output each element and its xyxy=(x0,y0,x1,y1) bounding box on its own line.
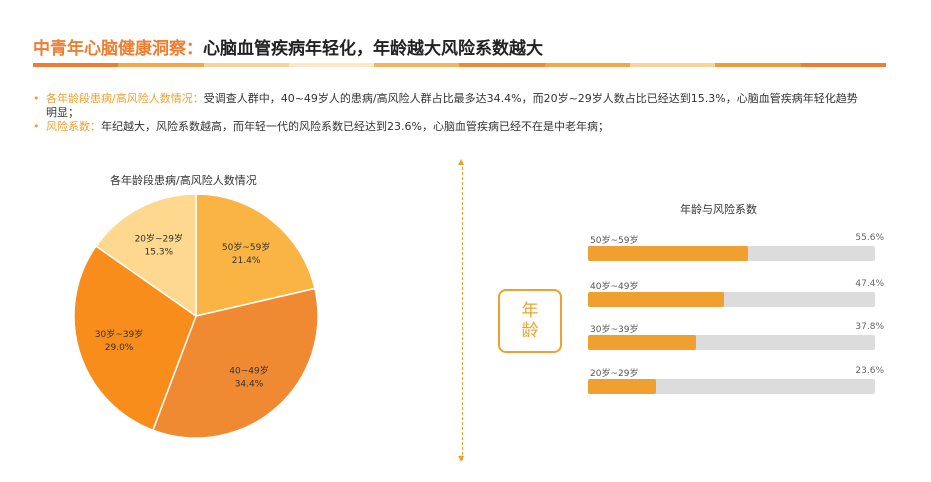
bullet-body: 各年龄段患病/高风险人数情况：受调查人群中，40~49岁人的患病/高风险人群占比… xyxy=(46,92,863,120)
bar-category-label: 50岁~59岁 xyxy=(590,236,639,246)
bar-track xyxy=(588,335,875,350)
bullet-item: • 风险系数：年纪越大，风险系数越高，而年轻一代的风险系数已经达到23.6%，心… xyxy=(33,120,863,134)
pie-slice xyxy=(195,193,316,317)
bar-value-label: 55.6% xyxy=(855,233,884,243)
bar-fill xyxy=(588,246,748,261)
page-title-main: 心脑血管疾病年轻化，年龄越大风险系数越大 xyxy=(203,39,543,59)
title-underline-segment xyxy=(630,63,716,67)
bar-track xyxy=(588,246,875,261)
pie-slice xyxy=(151,287,319,439)
age-badge-char: 年 xyxy=(521,301,539,321)
bar-fill xyxy=(588,335,697,350)
bar-row: 30岁~39岁 37.8% xyxy=(588,322,886,352)
summary-bullets: • 各年龄段患病/高风险人数情况：受调查人群中，40~49岁人的患病/高风险人群… xyxy=(33,92,863,134)
pie-chart-title: 各年龄段患病/高风险人数情况 xyxy=(110,174,257,187)
bar-chart-title: 年龄与风险系数 xyxy=(680,203,757,216)
bar-category-label: 20岁~29岁 xyxy=(590,369,639,379)
bar-category-label: 30岁~39岁 xyxy=(590,325,639,335)
pie-slice xyxy=(73,245,197,432)
bullet-dot-icon: • xyxy=(33,92,40,105)
bar-track xyxy=(588,379,875,394)
bar-value-label: 23.6% xyxy=(855,366,884,376)
bar-value-label: 37.8% xyxy=(855,322,884,332)
bullet-item: • 各年龄段患病/高风险人数情况：受调查人群中，40~49岁人的患病/高风险人群… xyxy=(33,92,863,120)
title-underline-segment xyxy=(288,63,375,67)
bar-row: 50岁~59岁 55.6% xyxy=(588,233,886,263)
title-underline-segment xyxy=(544,63,631,67)
pie-slice xyxy=(94,193,197,318)
page-title: 中青年心脑健康洞察：心脑血管疾病年轻化，年龄越大风险系数越大 xyxy=(33,34,543,59)
bar-fill xyxy=(588,292,725,307)
bar-fill xyxy=(588,379,656,394)
age-badge-char: 龄 xyxy=(521,321,539,341)
pie-value-label: 34.4% xyxy=(235,380,264,390)
bullet-dot-icon: • xyxy=(33,120,40,133)
title-underline-segment xyxy=(118,63,204,67)
pie-category-label: 30岁~39岁 xyxy=(95,328,143,340)
bar-track xyxy=(588,292,875,307)
divider-top-arrow-icon: ▲ xyxy=(458,157,465,166)
bullet-text: 年纪越大，风险系数越高，而年轻一代的风险系数已经达到23.6%，心脑血管疾病已经… xyxy=(101,120,609,133)
bar-category-label: 40岁~49岁 xyxy=(590,282,639,292)
dashed-divider xyxy=(462,162,463,460)
divider-bottom-arrow-icon: ▼ xyxy=(458,454,465,463)
title-underline-segment xyxy=(374,63,460,67)
pie-category-label: 40~49岁 xyxy=(229,365,268,377)
age-badge: 年 龄 xyxy=(498,289,562,353)
pie-value-label: 21.4% xyxy=(232,256,261,266)
pie-category-label: 20岁~29岁 xyxy=(135,233,183,245)
bar-value-label: 47.4% xyxy=(855,279,884,289)
bar-row: 20岁~29岁 23.6% xyxy=(588,366,886,396)
bullet-key: 各年龄段患病/高风险人数情况： xyxy=(46,92,204,105)
title-underline-segment xyxy=(203,63,289,67)
title-underline xyxy=(33,63,886,67)
bullet-text: 受调查人群中，40~49岁人的患病/高风险人群占比最多达34.4%，而20岁~2… xyxy=(46,92,858,119)
pie-value-label: 15.3% xyxy=(145,248,174,258)
title-underline-segment xyxy=(715,63,801,67)
pie-category-label: 50岁~59岁 xyxy=(222,241,270,253)
title-underline-segment xyxy=(459,63,545,67)
bar-row: 40岁~49岁 47.4% xyxy=(588,279,886,309)
title-underline-segment xyxy=(33,63,119,67)
page-title-accent: 中青年心脑健康洞察： xyxy=(33,39,203,59)
pie-value-label: 29.0% xyxy=(105,343,134,353)
bullet-key: 风险系数： xyxy=(46,120,101,133)
title-underline-segment xyxy=(800,63,886,67)
bullet-body: 风险系数：年纪越大，风险系数越高，而年轻一代的风险系数已经达到23.6%，心脑血… xyxy=(46,120,609,134)
